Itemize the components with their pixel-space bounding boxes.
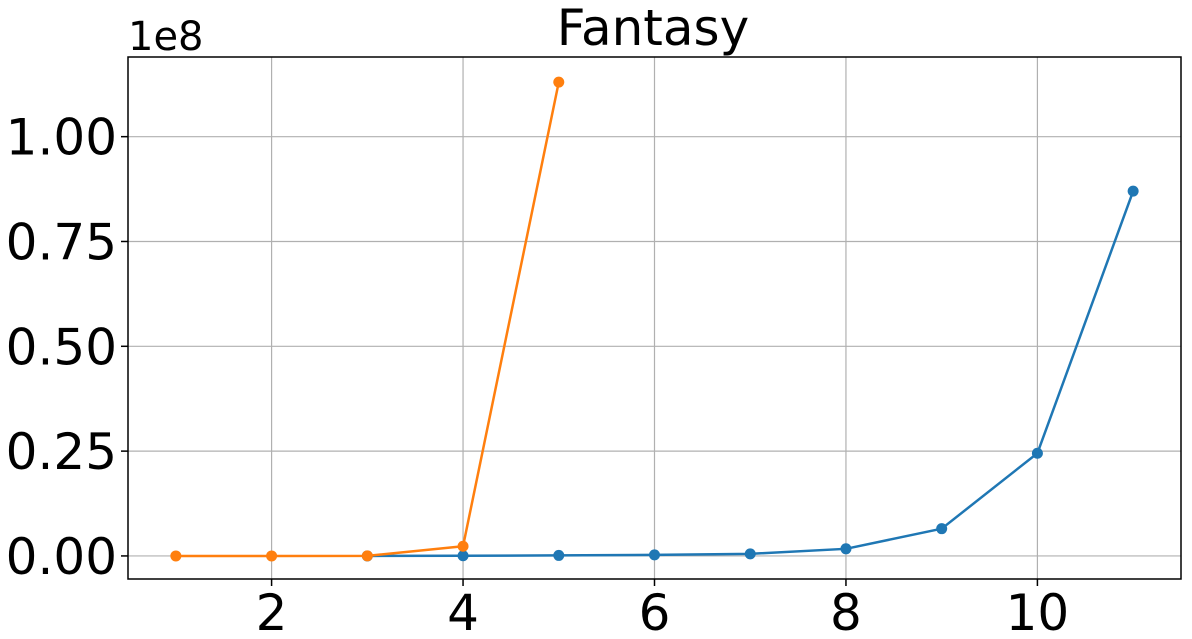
x-tick-label: 2 xyxy=(256,584,288,639)
series-line xyxy=(367,190,1135,558)
data-point xyxy=(1031,447,1043,459)
y-tick-label: 0.25 xyxy=(6,423,117,481)
data-point xyxy=(553,76,565,88)
series-2 xyxy=(170,76,565,562)
x-tick-label: 10 xyxy=(1006,584,1070,639)
data-point xyxy=(266,550,278,562)
grid xyxy=(128,57,1181,579)
data-point xyxy=(457,550,469,562)
y-offset-label: 1e8 xyxy=(128,14,204,60)
series-layer xyxy=(170,76,1139,562)
data-point xyxy=(361,550,373,562)
data-point xyxy=(649,549,660,561)
data-point xyxy=(840,543,852,555)
chart-title: Fantasy xyxy=(557,0,749,57)
data-point xyxy=(553,549,565,561)
y-tick-label: 0.75 xyxy=(6,213,117,271)
x-tick-label: 4 xyxy=(447,584,479,639)
data-point xyxy=(170,550,182,562)
y-tick-label: 1.00 xyxy=(6,109,117,167)
series-line xyxy=(175,81,560,558)
data-point xyxy=(457,540,469,552)
x-tick-label: 6 xyxy=(639,584,671,639)
y-tick-label: 0.00 xyxy=(6,528,117,586)
data-point xyxy=(1127,185,1139,197)
data-point xyxy=(936,523,948,535)
x-tick-label: 8 xyxy=(830,584,862,639)
tick-labels: 2 4 6 8 10 0.00 0.25 0.50 0.75 1.00 xyxy=(6,109,1070,639)
data-point xyxy=(744,548,756,560)
y-tick-label: 0.50 xyxy=(6,318,117,376)
